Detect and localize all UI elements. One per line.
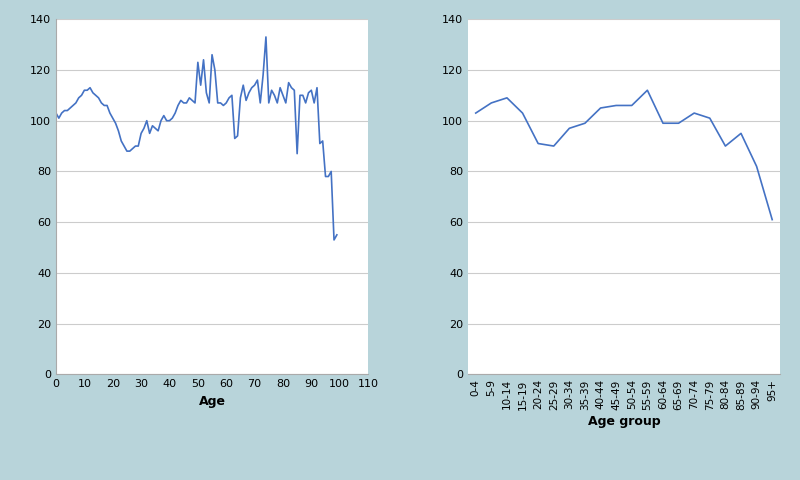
X-axis label: Age group: Age group bbox=[588, 415, 660, 428]
X-axis label: Age: Age bbox=[198, 395, 226, 408]
